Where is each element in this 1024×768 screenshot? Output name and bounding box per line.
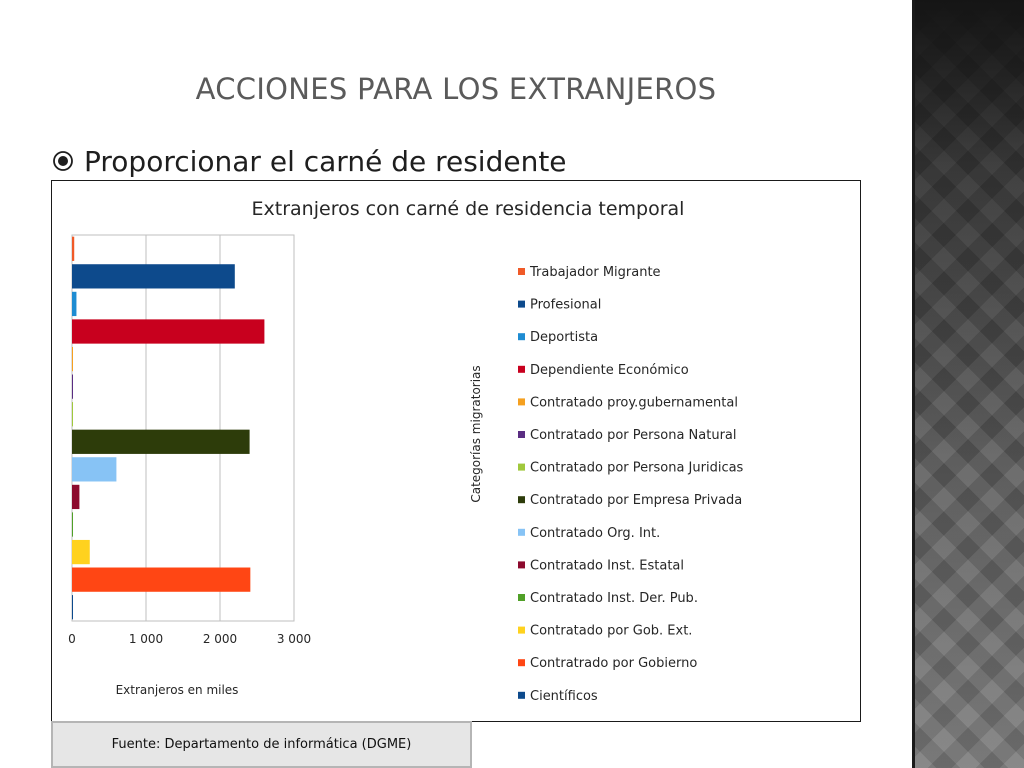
legend-swatch <box>518 268 525 275</box>
bar-5 <box>72 346 73 372</box>
legend-label: Contratado Inst. Estatal <box>530 558 684 573</box>
bar-3 <box>72 291 77 317</box>
legend-swatch <box>518 594 525 601</box>
side-panel-edge <box>912 0 915 768</box>
legend-swatch <box>518 365 525 373</box>
legend-label: Contratrado por Gobierno <box>530 656 697 671</box>
legend-swatch <box>518 398 525 406</box>
legend-label: Contratado por Persona Juridicas <box>530 461 744 476</box>
bar-6 <box>72 374 73 399</box>
bar-8 <box>72 429 250 454</box>
legend-label: Contratado por Empresa Privada <box>530 493 742 508</box>
legend-label: Dependiente Económico <box>530 363 689 378</box>
legend-swatch <box>518 528 525 536</box>
legend-label: Profesional <box>530 298 601 313</box>
y-axis-label: Categorías migratorias <box>469 365 483 502</box>
legend-swatch <box>518 496 525 504</box>
bar-2 <box>72 264 235 289</box>
bullet-text: Proporcionar el carné de residente <box>84 144 567 178</box>
bar-13 <box>72 567 251 592</box>
x-tick-label: 3 000 <box>277 632 311 646</box>
legend-label: Contratado Inst. Der. Pub. <box>530 591 698 606</box>
legend-label: Científicos <box>530 689 598 704</box>
bar-10 <box>72 484 80 510</box>
bar-9 <box>72 457 117 482</box>
legend-swatch <box>518 333 525 341</box>
legend-swatch <box>518 431 525 438</box>
legend-swatch <box>518 691 525 699</box>
legend-label: Trabajador Migrante <box>529 265 661 280</box>
bar-11 <box>72 512 73 537</box>
legend-swatch <box>518 300 525 308</box>
x-tick-label: 2 000 <box>203 632 237 646</box>
plot-area <box>71 234 295 622</box>
legend-swatch <box>518 561 525 569</box>
legend-label: Deportista <box>530 330 598 345</box>
chart-title: Extranjeros con carné de residencia temp… <box>252 198 685 220</box>
bullet-item: Proporcionar el carné de residente <box>52 142 567 180</box>
legend-label: Contratado proy.gubernamental <box>530 395 738 410</box>
legend-swatch <box>518 659 525 667</box>
bar-7 <box>72 402 73 427</box>
bar-12 <box>72 539 90 565</box>
x-tick-label: 1 000 <box>129 632 163 646</box>
legend-label: Contratado por Persona Natural <box>530 428 737 443</box>
x-tick-label: 0 <box>68 632 76 646</box>
x-axis-label: Extranjeros en miles <box>116 683 239 697</box>
legend-swatch <box>518 463 525 471</box>
legend-label: Contratado por Gob. Ext. <box>530 624 692 639</box>
chart-frame: Extranjeros con carné de residencia temp… <box>51 180 861 722</box>
legend-swatch <box>518 626 525 634</box>
bar-1 <box>72 236 75 261</box>
bar-4 <box>72 319 265 344</box>
source-text: Fuente: Departamento de informática (DGM… <box>111 737 412 752</box>
slide-title: ACCIONES PARA LOS EXTRANJEROS <box>195 72 717 106</box>
legend-label: Contratado Org. Int. <box>530 526 660 541</box>
bar-chart: Extranjeros con carné de residencia temp… <box>68 198 744 704</box>
bar-14 <box>72 595 73 620</box>
source-box: Fuente: Departamento de informática (DGM… <box>51 721 472 768</box>
side-decoration-panel <box>912 0 1024 768</box>
radio-bullet-icon <box>53 151 73 171</box>
